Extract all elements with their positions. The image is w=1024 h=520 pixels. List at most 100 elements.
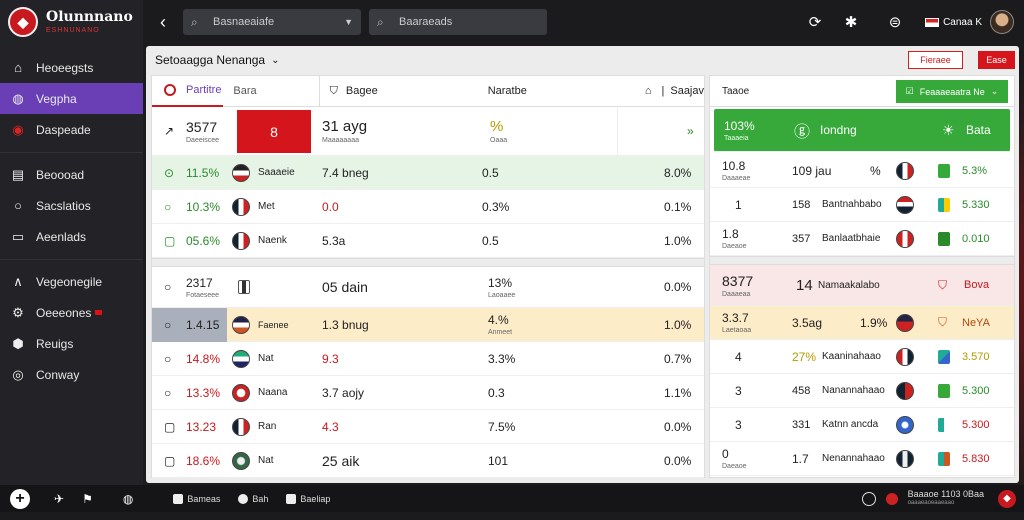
cell: 158 — [792, 198, 811, 211]
bottom-status: Baaaoe 1103 0Baa oaaaeaoeaaeaao ◆ — [861, 489, 1016, 508]
standings-row[interactable]: 10.8 Daaaeae 109 jau % 5.3% — [710, 154, 1014, 188]
table-row[interactable]: ○ 1.4.15 Faenee 1.3 bnug 4.% Anmeet 1.0% — [152, 308, 704, 342]
sidebar-item-4[interactable]: ○ Sacslatios — [0, 190, 143, 221]
search-input-secondary[interactable]: ⌕ Baaraeads — [369, 9, 547, 35]
sidebar-item-label: Conway — [36, 367, 80, 382]
add-icon[interactable]: + — [10, 488, 30, 509]
sidebar-item-0[interactable]: ⌂ Heoeegsts — [0, 52, 143, 83]
standings-row[interactable]: 3.3.7 Laetaoaa 3.5ag 1.9% ⛉ NeYA — [710, 306, 1014, 340]
cell-sub: Maaaaaaaa — [322, 137, 359, 144]
bottom-item-1[interactable]: Bameas — [173, 493, 220, 504]
table-row[interactable]: ○ 2317 Fotaeseee 05 dain 13% Laoaaee 0.0% — [152, 267, 704, 308]
chevron-up-icon: ∧ — [13, 273, 23, 289]
standings-row[interactable]: 3 331 Katnn ancda 5.300 — [710, 408, 1014, 442]
search-input[interactable]: ⌕ Basnaeaiafe ▼ — [183, 9, 361, 35]
standings-row[interactable]: 1 158 Bantnahbabo 5.330 — [710, 188, 1014, 222]
table-row[interactable]: ▢ 18.6% Nat 25 aik 101 0.0% — [152, 444, 704, 478]
cell: 103% — [724, 118, 755, 133]
logo-badge-icon: ◆ — [8, 7, 38, 37]
sidebar-item-1[interactable]: ◍ Vegpha — [0, 83, 143, 114]
cell: Naana — [258, 387, 288, 398]
status-icon: ○ — [164, 280, 172, 294]
standings-row[interactable]: 8377 Daaaeaa 14 Namaakalabo ⛉ Bova — [710, 265, 1014, 306]
tab-saajav[interactable]: ⌂ | Saajav — [645, 76, 704, 107]
team-flag-icon — [896, 161, 914, 180]
standings-row[interactable]: 3 458 Nanannahaao 5.300 — [710, 374, 1014, 408]
tab-taaoe[interactable]: Taaoe — [710, 76, 749, 107]
arrow-icon[interactable]: » — [687, 124, 694, 138]
table-row[interactable]: ○ 13.3% Naana 3.7 aojy 0.3 1.1% — [152, 376, 704, 410]
add-button[interactable]: ☑ Feaaaeaatra Ne ⌄ — [896, 80, 1008, 103]
cell: 3.3% — [488, 351, 516, 366]
cell: 5.3a — [322, 233, 346, 248]
cell: 4.3 — [322, 419, 339, 434]
team-flag-icon — [232, 383, 250, 402]
sidebar-item-7[interactable]: ⚙ Oeeeones — [0, 297, 143, 328]
standings-featured-row[interactable]: 103% Taaaeia ⓖ Iondng ☀ Bata — [714, 109, 1010, 152]
avatar[interactable] — [990, 10, 1014, 34]
outline-button[interactable]: Fieraee — [908, 51, 963, 69]
bottom-item-2[interactable]: Bah — [238, 493, 269, 504]
cell: 05 dain — [322, 279, 368, 295]
team-logo-icon: ⛉ — [938, 315, 948, 329]
standings-row[interactable]: 4 27% Kaaninahaao 3.570 — [710, 340, 1014, 374]
settings-icon[interactable]: ⊜ — [888, 14, 902, 31]
standings-row[interactable]: 0 Daeaoe 1.7 Nenannahaao 5.830 — [710, 442, 1014, 476]
back-arrow-icon[interactable]: ‹ — [160, 11, 166, 32]
sidebar-item-5[interactable]: ▭ Aeenlads — [0, 221, 143, 252]
sidebar-nav: ⌂ Heoeegsts ◍ Vegpha ◉ Daspeade ▤ Beoooad ○ S… — [0, 52, 143, 390]
sidebar: ◆ Olunnnano ESHNUNANO ⌂ Heoeegsts ◍ Vegpha… — [0, 0, 143, 485]
table-row[interactable]: ○ 14.8% Nat 9.3 3.3% 0.7% — [152, 342, 704, 376]
sidebar-item-9[interactable]: ◎ Conway — [0, 359, 143, 390]
table-row[interactable]: ▢ 13.23 Ran 4.3 7.5% 0.0% — [152, 410, 704, 444]
logo-subtitle: ESHNUNANO — [46, 27, 100, 34]
cell: 109 jau — [792, 163, 832, 178]
shield-icon: ⬢ — [12, 335, 24, 351]
sidebar-item-6[interactable]: ∧ Vegeonegile — [0, 266, 143, 297]
inbox-icon: ◍ — [12, 90, 24, 106]
cell: Met — [258, 201, 275, 212]
divider — [0, 145, 143, 153]
user-profile[interactable]: Canaa K — [925, 10, 1014, 34]
status-icon: ○ — [164, 351, 172, 366]
refresh-icon[interactable]: ⟳ — [808, 14, 822, 31]
user-name: Canaa K — [943, 16, 982, 28]
button-label: Feaaaeaatra Ne — [919, 86, 985, 97]
gear-icon[interactable]: ✱ — [844, 14, 858, 31]
pin-icon[interactable]: ✈ — [54, 491, 65, 506]
cell: 3.3.7 — [722, 311, 749, 325]
standings-row[interactable]: 1.8 Daeaoe 357 Banlaatbhaie 0.010 — [710, 222, 1014, 256]
status-icon: ○ — [164, 385, 172, 400]
tab-partitre[interactable]: Partitre — [152, 76, 224, 107]
tab-bara[interactable]: Bara — [233, 76, 256, 107]
chevron-down-icon[interactable]: ⌄ — [271, 54, 280, 66]
primary-button[interactable]: Ease — [978, 51, 1015, 69]
tab-label: Saajav — [670, 85, 704, 97]
table-row[interactable]: ↗ 3577 Daeeiscee 8 31 ayg Maaaaaaaa % Oaaa … — [152, 107, 704, 156]
sidebar-item-3[interactable]: ▤ Beoooad — [0, 159, 143, 190]
logo[interactable]: ◆ Olunnnano ESHNUNANO — [0, 0, 143, 44]
logo-icon[interactable]: ◆ — [998, 489, 1016, 508]
tab-naratbe[interactable]: Naratbe — [488, 76, 527, 107]
cell: 1.4.15 — [186, 317, 220, 332]
sidebar-item-2[interactable]: ◉ Daspeade — [0, 114, 143, 145]
bottom-label: Bah — [252, 493, 269, 504]
flag-icon[interactable]: ⚑ — [82, 491, 93, 506]
table-row[interactable]: ▢ 05.6% Naenk 5.3a 0.5 1.0% — [152, 224, 704, 258]
search-icon: ⌕ — [377, 14, 384, 29]
table-row[interactable]: ⊙ 11.5% Saaaeie 7.4 bneg 0.5 8.0% — [152, 156, 704, 190]
cell: Kaaninahaao — [822, 351, 881, 362]
sidebar-item-label: Daspeade — [36, 122, 91, 137]
bottom-item-3[interactable]: Baeliap — [286, 493, 330, 504]
cell: Bata — [966, 123, 991, 137]
tab-label: Bara — [233, 85, 257, 97]
cell: 0.0% — [664, 453, 692, 468]
cell: 5.830 — [962, 452, 990, 465]
circle-icon[interactable]: ◍ — [122, 491, 134, 506]
table-row[interactable]: ○ 10.3% Met 0.0 0.3% 0.1% — [152, 190, 704, 224]
record-icon[interactable] — [885, 492, 898, 505]
settings-icon[interactable] — [861, 491, 876, 506]
sidebar-item-8[interactable]: ⬢ Reuigs — [0, 328, 143, 359]
tab-bagee[interactable]: ⛉ Bagee — [318, 75, 378, 107]
team-flag-icon — [896, 347, 914, 366]
